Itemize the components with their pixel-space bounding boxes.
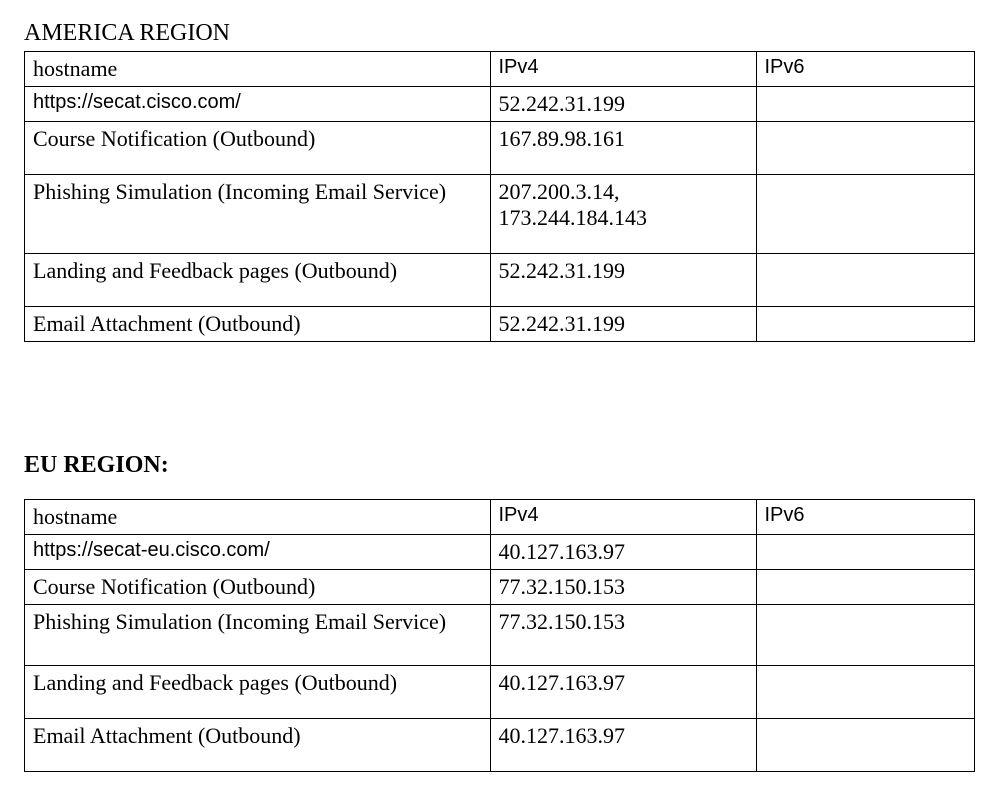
ipv4-cell: 40.127.163.97: [490, 535, 756, 570]
column-header-ipv6: IPv6: [756, 500, 975, 535]
ipv4-cell: 52.242.31.199: [490, 87, 756, 122]
table-row: Course Notification (Outbound)167.89.98.…: [25, 122, 975, 175]
ipv4-cell: 52.242.31.199: [490, 307, 756, 342]
region-title: EU REGION:: [24, 452, 975, 479]
table-row: Course Notification (Outbound)77.32.150.…: [25, 570, 975, 605]
table-row: Landing and Feedback pages (Outbound)52.…: [25, 254, 975, 307]
hostname-cell: Course Notification (Outbound): [25, 570, 491, 605]
ipv4-cell: 52.242.31.199: [490, 254, 756, 307]
table-row: Phishing Simulation (Incoming Email Serv…: [25, 605, 975, 666]
ipv4-cell: 40.127.163.97: [490, 666, 756, 719]
column-header-ipv6: IPv6: [756, 52, 975, 87]
ipv6-cell: [756, 307, 975, 342]
table-row: Phishing Simulation (Incoming Email Serv…: [25, 175, 975, 254]
hostname-cell: Email Attachment (Outbound): [25, 719, 491, 772]
table-row: https://secat-eu.cisco.com/40.127.163.97: [25, 535, 975, 570]
column-header-hostname: hostname: [25, 52, 491, 87]
table-row: Email Attachment (Outbound)52.242.31.199: [25, 307, 975, 342]
column-header-ipv4: IPv4: [490, 52, 756, 87]
ipv4-cell: 77.32.150.153: [490, 570, 756, 605]
ipv6-cell: [756, 719, 975, 772]
region-table: hostnameIPv4IPv6https://secat.cisco.com/…: [24, 51, 975, 342]
ipv6-cell: [756, 175, 975, 254]
hostname-cell: https://secat.cisco.com/: [25, 87, 491, 122]
column-header-ipv4: IPv4: [490, 500, 756, 535]
table-row: Landing and Feedback pages (Outbound)40.…: [25, 666, 975, 719]
ipv4-cell: 167.89.98.161: [490, 122, 756, 175]
table-row: Email Attachment (Outbound)40.127.163.97: [25, 719, 975, 772]
region-title: AMERICA REGION: [24, 20, 975, 47]
table-row: https://secat.cisco.com/52.242.31.199: [25, 87, 975, 122]
hostname-cell: Phishing Simulation (Incoming Email Serv…: [25, 605, 491, 666]
ipv4-cell: 207.200.3.14, 173.244.184.143: [490, 175, 756, 254]
ipv6-cell: [756, 605, 975, 666]
column-header-hostname: hostname: [25, 500, 491, 535]
ipv6-cell: [756, 87, 975, 122]
hostname-cell: Phishing Simulation (Incoming Email Serv…: [25, 175, 491, 254]
ipv6-cell: [756, 535, 975, 570]
ipv6-cell: [756, 570, 975, 605]
hostname-cell: Landing and Feedback pages (Outbound): [25, 254, 491, 307]
ipv6-cell: [756, 666, 975, 719]
ipv4-cell: 40.127.163.97: [490, 719, 756, 772]
hostname-cell: Landing and Feedback pages (Outbound): [25, 666, 491, 719]
hostname-cell: Email Attachment (Outbound): [25, 307, 491, 342]
ipv6-cell: [756, 122, 975, 175]
hostname-cell: Course Notification (Outbound): [25, 122, 491, 175]
region-table: hostnameIPv4IPv6https://secat-eu.cisco.c…: [24, 499, 975, 772]
ipv4-cell: 77.32.150.153: [490, 605, 756, 666]
ipv6-cell: [756, 254, 975, 307]
hostname-cell: https://secat-eu.cisco.com/: [25, 535, 491, 570]
